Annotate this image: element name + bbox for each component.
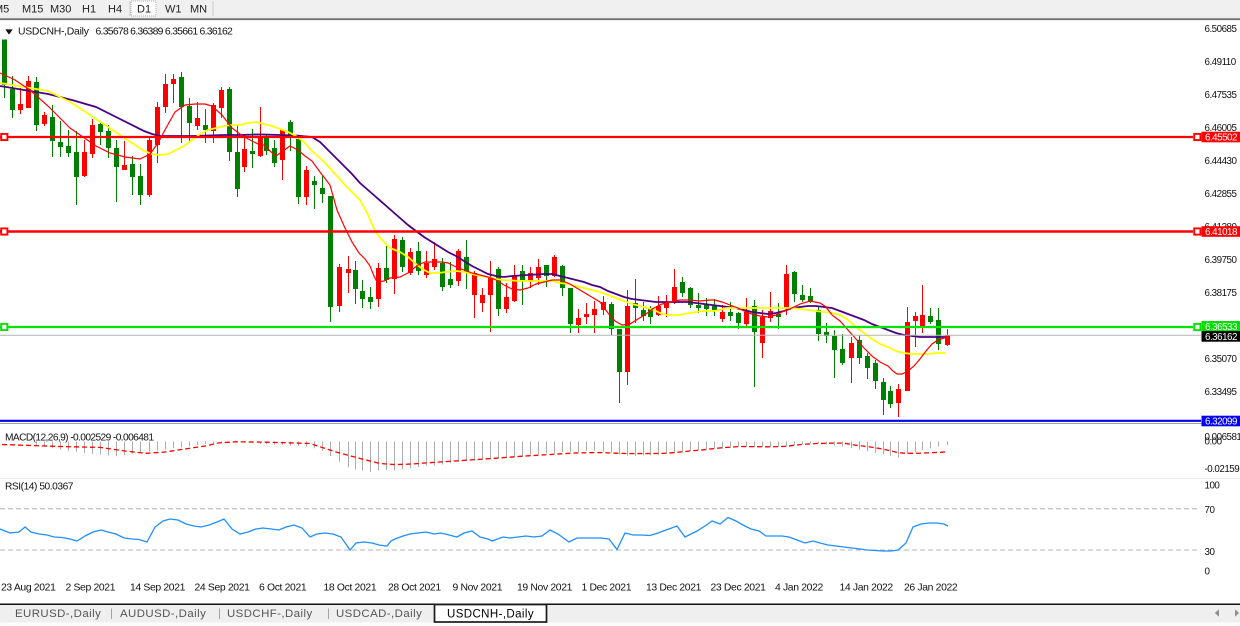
svg-text:M30: M30 — [50, 4, 71, 16]
svg-text:D1: D1 — [137, 4, 151, 16]
svg-text:6.36162: 6.36162 — [1205, 332, 1237, 343]
svg-text:70: 70 — [1205, 505, 1216, 516]
svg-text:M15: M15 — [22, 4, 43, 16]
svg-text:USDCHF-,Daily: USDCHF-,Daily — [227, 608, 313, 620]
svg-text:6.46005: 6.46005 — [1205, 123, 1238, 134]
svg-text:6.50685: 6.50685 — [1205, 24, 1238, 35]
svg-text:28 Oct 2021: 28 Oct 2021 — [388, 583, 441, 594]
svg-text:6.38175: 6.38175 — [1205, 288, 1238, 299]
svg-text:|: | — [327, 608, 330, 620]
svg-text:0.006581: 0.006581 — [1205, 432, 1240, 443]
svg-text:1 Dec 2021: 1 Dec 2021 — [582, 583, 632, 594]
svg-text:USDCNH-,Daily: USDCNH-,Daily — [18, 27, 90, 38]
svg-text:23 Dec 2021: 23 Dec 2021 — [711, 583, 767, 594]
svg-text:30: 30 — [1205, 547, 1216, 558]
svg-text:19 Nov 2021: 19 Nov 2021 — [517, 583, 573, 594]
svg-text:18 Oct 2021: 18 Oct 2021 — [324, 583, 377, 594]
svg-text:M5: M5 — [0, 4, 9, 16]
svg-text:6 Oct 2021: 6 Oct 2021 — [259, 583, 307, 594]
svg-text:6.47535: 6.47535 — [1205, 90, 1238, 101]
svg-text:6.32099: 6.32099 — [1205, 417, 1237, 428]
svg-text:100: 100 — [1205, 481, 1221, 492]
svg-text:23 Aug 2021: 23 Aug 2021 — [1, 583, 56, 594]
svg-text:H1: H1 — [82, 4, 96, 16]
svg-text:|: | — [218, 608, 221, 620]
svg-text:AUDUSD-,Daily: AUDUSD-,Daily — [120, 608, 206, 620]
svg-text:6.49110: 6.49110 — [1205, 57, 1237, 68]
svg-text:EURUSD-,Daily: EURUSD-,Daily — [15, 608, 101, 620]
svg-text:6.35678 6.36389 6.35661 6.3616: 6.35678 6.36389 6.35661 6.36162 — [96, 27, 234, 38]
svg-text:0: 0 — [1205, 567, 1211, 578]
svg-text:6.45502: 6.45502 — [1205, 133, 1237, 144]
svg-text:14 Jan 2022: 14 Jan 2022 — [840, 583, 894, 594]
svg-text:|: | — [110, 608, 113, 620]
svg-text:-0.02159: -0.02159 — [1205, 464, 1240, 475]
svg-text:6.41018: 6.41018 — [1205, 227, 1238, 238]
svg-text:USDCNH-,Daily: USDCNH-,Daily — [447, 609, 534, 621]
svg-text:6.33495: 6.33495 — [1205, 387, 1238, 398]
svg-text:RSI(14) 50.0367: RSI(14) 50.0367 — [5, 482, 74, 493]
svg-text:24 Sep 2021: 24 Sep 2021 — [195, 583, 251, 594]
svg-text:26 Jan 2022: 26 Jan 2022 — [904, 583, 958, 594]
svg-text:6.36533: 6.36533 — [1205, 322, 1238, 333]
svg-text:4 Jan 2022: 4 Jan 2022 — [775, 583, 823, 594]
svg-text:H4: H4 — [108, 4, 122, 16]
svg-text:6.39750: 6.39750 — [1205, 255, 1238, 266]
svg-text:13 Dec 2021: 13 Dec 2021 — [646, 583, 702, 594]
svg-text:USDCAD-,Daily: USDCAD-,Daily — [336, 608, 422, 620]
svg-text:6.35070: 6.35070 — [1205, 354, 1238, 365]
svg-text:6.42855: 6.42855 — [1205, 189, 1238, 200]
svg-text:0.00: 0.00 — [1205, 437, 1223, 448]
svg-text:6.44430: 6.44430 — [1205, 156, 1238, 167]
svg-text:MACD(12,26,9) -0.002529 -0.006: MACD(12,26,9) -0.002529 -0.006481 — [5, 433, 154, 444]
svg-text:9 Nov 2021: 9 Nov 2021 — [453, 583, 503, 594]
svg-text:MN: MN — [190, 4, 207, 16]
svg-text:2 Sep 2021: 2 Sep 2021 — [66, 583, 116, 594]
svg-text:W1: W1 — [165, 4, 182, 16]
svg-text:14 Sep 2021: 14 Sep 2021 — [130, 583, 186, 594]
